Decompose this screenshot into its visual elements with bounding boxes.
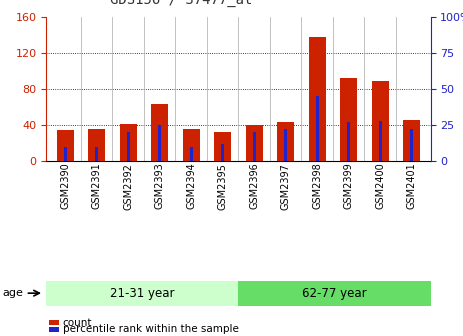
- Text: GDS156 / 37477_at: GDS156 / 37477_at: [110, 0, 252, 7]
- Bar: [253, 132, 256, 161]
- Text: percentile rank within the sample: percentile rank within the sample: [63, 324, 238, 334]
- Text: count: count: [63, 318, 92, 328]
- Bar: [119, 124, 137, 161]
- Bar: [379, 121, 382, 161]
- Bar: [340, 78, 357, 161]
- Bar: [371, 81, 389, 161]
- Bar: [95, 147, 98, 161]
- Bar: [277, 122, 294, 161]
- Bar: [410, 129, 413, 161]
- Bar: [63, 147, 67, 161]
- Bar: [316, 96, 319, 161]
- Bar: [347, 122, 350, 161]
- Bar: [182, 129, 200, 161]
- Bar: [190, 147, 193, 161]
- Bar: [151, 104, 169, 161]
- Bar: [221, 144, 224, 161]
- Bar: [308, 37, 326, 161]
- Bar: [56, 130, 74, 161]
- Bar: [88, 129, 106, 161]
- Text: 62-77 year: 62-77 year: [302, 287, 367, 300]
- Bar: [214, 132, 232, 161]
- Bar: [403, 120, 420, 161]
- Bar: [245, 125, 263, 161]
- Text: 21-31 year: 21-31 year: [110, 287, 175, 300]
- Bar: [158, 125, 161, 161]
- Text: age: age: [2, 288, 23, 298]
- Bar: [284, 129, 287, 161]
- Bar: [127, 132, 130, 161]
